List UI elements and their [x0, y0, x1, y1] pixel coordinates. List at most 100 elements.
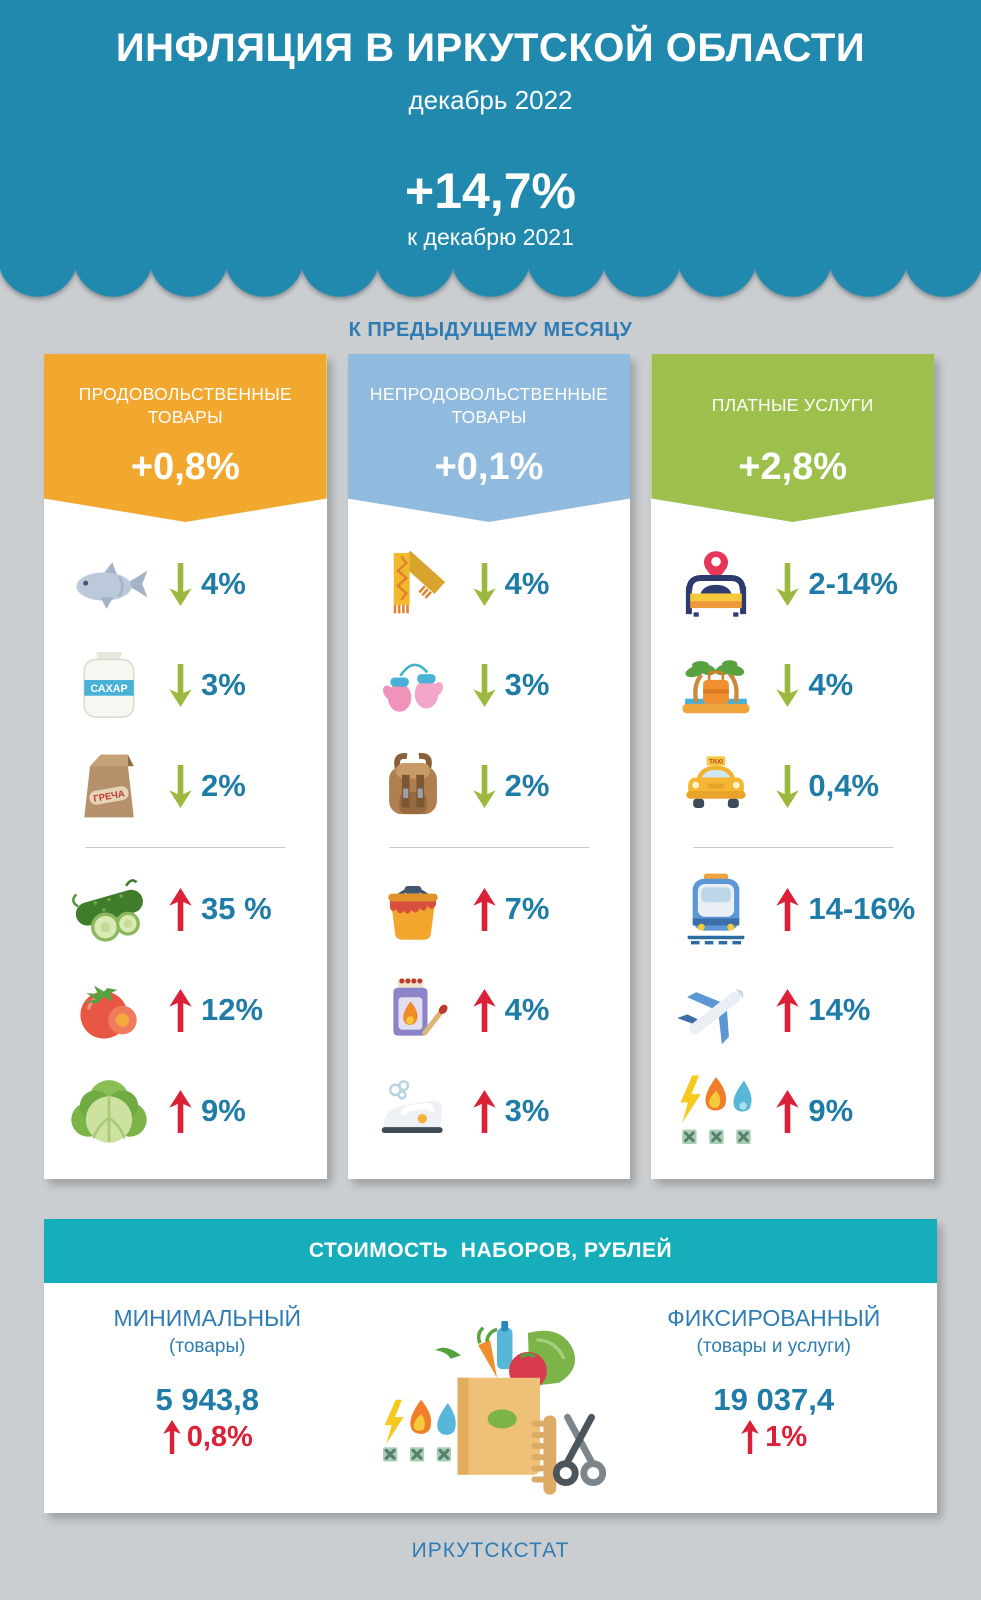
minimal-set-scope: (товары) — [169, 1336, 246, 1357]
up-arrow-icon — [168, 989, 193, 1032]
sets-banner-title: СТОИМОСТЬ НАБОРОВ, РУБЛЕЙ — [308, 1239, 673, 1262]
up-arrow-icon — [775, 989, 800, 1032]
category-columns: ПРОДОВОЛЬСТВЕННЫЕ ТОВАРЫ +0,8% — [44, 354, 935, 1179]
down-arrow-icon — [168, 563, 193, 606]
item-value: 2-14% — [808, 566, 898, 601]
minimal-set: МИНИМАЛЬНЫЙ (товары) 5 943,8 0,8% — [44, 1283, 371, 1513]
item-value: 3% — [504, 667, 550, 702]
up-arrow-icon — [740, 1420, 760, 1454]
fixed-set: ФИКСИРОВАННЫЙ (товары и услуги) 19 037,4… — [611, 1283, 938, 1513]
item-value: 2% — [201, 768, 246, 803]
utilities-icon — [669, 1066, 763, 1156]
food-column-title: ПРОДОВОЛЬСТВЕННЫЕ ТОВАРЫ — [78, 383, 292, 427]
fixed-set-name: ФИКСИРОВАННЫЙ — [667, 1305, 881, 1331]
item-value: 4% — [201, 566, 246, 601]
services-items: 2-14% — [651, 522, 934, 1179]
down-arrow-icon — [472, 664, 497, 707]
item-row: 4% — [44, 538, 327, 630]
up-arrow-icon — [472, 989, 497, 1032]
hotel-icon — [669, 539, 763, 629]
item-row: 3% — [348, 639, 631, 731]
mittens-icon — [366, 640, 460, 730]
header: ИНФЛЯЦИЯ В ИРКУТСКОЙ ОБЛАСТИ декабрь 202… — [0, 0, 981, 257]
item-value: 4% — [808, 667, 854, 702]
divider — [85, 847, 286, 848]
fixed-set-scope: (товары и услуги) — [696, 1336, 851, 1357]
nonfood-column-value: +0,1% — [434, 446, 544, 488]
item-value: 35 % — [201, 891, 272, 926]
footer: ИРКУТСКСТАТ — [0, 1539, 981, 1563]
fish-icon — [62, 539, 156, 629]
train-icon — [669, 864, 763, 954]
cabbage-icon — [62, 1066, 156, 1156]
taxi-sign-label: TAXI — [709, 759, 723, 766]
sets-box: МИНИМАЛЬНЫЙ (товары) 5 943,8 0,8% — [44, 1283, 937, 1513]
fixed-set-change-value: 1% — [765, 1420, 808, 1453]
item-row: 14-16% — [651, 863, 934, 955]
cucumber-icon — [62, 864, 156, 954]
backpack-icon — [366, 741, 460, 831]
fixed-set-change: 1% — [611, 1420, 938, 1454]
item-row: 2% — [348, 740, 631, 832]
item-value: 3% — [201, 667, 246, 702]
nonfood-items: 4% 3% — [348, 522, 631, 1179]
item-row: 4% — [651, 639, 934, 731]
sugar-bag-icon: САХАР — [62, 640, 156, 730]
item-value: 3% — [504, 1093, 550, 1128]
down-arrow-icon — [775, 664, 800, 707]
item-value: 2% — [504, 768, 550, 803]
food-column-header: ПРОДОВОЛЬСТВЕННЫЕ ТОВАРЫ +0,8% — [44, 354, 327, 522]
header-subtitle: декабрь 2022 — [408, 85, 573, 115]
up-arrow-icon — [168, 888, 193, 931]
services-column-title: ПЛАТНЫЕ УСЛУГИ — [711, 395, 874, 416]
minimal-set-change-value: 0,8% — [186, 1420, 253, 1453]
item-row: 9% — [651, 1065, 934, 1157]
iron-icon — [366, 1066, 460, 1156]
divider — [389, 847, 589, 848]
up-arrow-icon — [472, 888, 497, 931]
services-column: ПЛАТНЫЕ УСЛУГИ +2,8% — [651, 354, 935, 1179]
nonfood-column-title: НЕПРОДОВОЛЬСТВЕННЫЕ ТОВАРЫ — [369, 383, 609, 427]
scarf-icon — [366, 539, 460, 629]
down-arrow-icon — [775, 765, 800, 808]
section-label: К ПРЕДЫДУЩЕМУ МЕСЯЦУ — [348, 319, 633, 341]
item-row: 2-14% — [651, 538, 934, 630]
down-arrow-icon — [168, 664, 193, 707]
minimal-set-change: 0,8% — [44, 1420, 371, 1454]
nonfood-column: НЕПРОДОВОЛЬСТВЕННЫЕ ТОВАРЫ +0,1% — [347, 354, 631, 1179]
item-row: 9% — [44, 1065, 327, 1157]
item-row: TAXI 0,4% — [651, 740, 934, 832]
food-items: 4% САХАР 3% — [44, 522, 327, 1179]
item-value: 12% — [201, 992, 264, 1027]
fixed-set-value: 19 037,4 — [713, 1382, 835, 1417]
food-column-value: +0,8% — [130, 446, 240, 488]
item-row: ГРЕЧА 2% — [44, 740, 327, 832]
item-value: 9% — [808, 1093, 854, 1128]
up-arrow-icon — [162, 1420, 182, 1454]
down-arrow-icon — [472, 563, 497, 606]
buckwheat-bag-icon: ГРЕЧА — [62, 741, 156, 831]
taxi-icon: TAXI — [669, 741, 763, 831]
item-row: 35 % — [44, 863, 327, 955]
down-arrow-icon — [775, 563, 800, 606]
headline-inflation-caption: к декабрю 2021 — [407, 224, 574, 250]
nonfood-column-header: НЕПРОДОВОЛЬСТВЕННЫЕ ТОВАРЫ +0,1% — [347, 354, 631, 522]
item-row: 3% — [348, 1065, 631, 1157]
services-column-value: +2,8% — [738, 446, 848, 488]
up-arrow-icon — [168, 1090, 193, 1133]
item-row: 7% — [348, 863, 631, 955]
tomato-icon — [62, 965, 156, 1055]
paint-bucket-icon — [366, 864, 460, 954]
item-value: 7% — [504, 891, 550, 926]
buckwheat-bag-label: ГРЕЧА — [93, 789, 126, 805]
sugar-bag-label: САХАР — [90, 683, 127, 695]
item-row: 12% — [44, 964, 327, 1056]
item-row: 14% — [651, 964, 934, 1056]
matches-icon — [366, 965, 460, 1055]
down-arrow-icon — [472, 765, 497, 808]
item-value: 4% — [504, 566, 550, 601]
minimal-set-value: 5 943,8 — [155, 1382, 259, 1417]
tourism-icon — [669, 640, 763, 730]
item-row: 4% — [348, 538, 631, 630]
